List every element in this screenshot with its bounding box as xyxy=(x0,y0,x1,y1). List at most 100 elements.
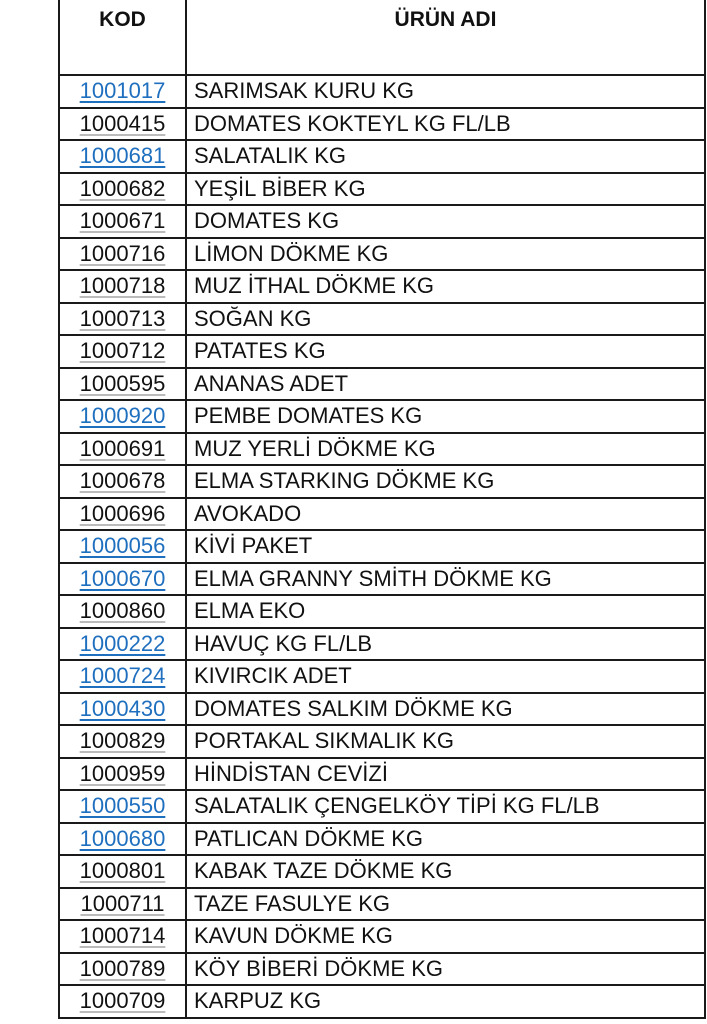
product-code-link[interactable]: 1000920 xyxy=(79,403,166,429)
product-code-link[interactable]: 1000681 xyxy=(79,143,166,169)
code-cell: 1001017 xyxy=(58,74,187,109)
product-code: 1000696 xyxy=(79,500,166,526)
code-cell: 1000680 xyxy=(58,821,187,856)
product-name: SOĞAN KG xyxy=(185,301,706,336)
product-name: PATATES KG xyxy=(185,334,706,369)
product-code-link[interactable]: 1000724 xyxy=(79,663,166,689)
product-name: SARIMSAK KURU KG xyxy=(185,74,706,109)
code-cell: 1000712 xyxy=(58,334,187,369)
table-row: 1000718 MUZ İTHAL DÖKME KG xyxy=(58,269,706,304)
table-row: 1000595 ANANAS ADET xyxy=(58,366,706,401)
product-code: 1000671 xyxy=(79,208,166,234)
code-cell: 1000430 xyxy=(58,691,187,726)
product-name: DOMATES KG xyxy=(185,204,706,239)
table-row: 1000920 PEMBE DOMATES KG xyxy=(58,399,706,434)
product-code: 1000716 xyxy=(79,240,166,266)
table-row: 1000681 SALATALIK KG xyxy=(58,139,706,174)
product-code: 1000709 xyxy=(79,988,166,1014)
table-row: 1000680 PATLICAN DÖKME KG xyxy=(58,821,706,856)
table-row: 1000789 KÖY BİBERİ DÖKME KG xyxy=(58,951,706,986)
product-code: 1000829 xyxy=(79,728,166,754)
product-code: 1000682 xyxy=(79,175,166,201)
code-cell: 1000716 xyxy=(58,236,187,271)
header-code: KOD xyxy=(58,0,187,76)
product-name: SALATALIK ÇENGELKÖY TİPİ KG FL/LB xyxy=(185,789,706,824)
table-row: 1000671 DOMATES KG xyxy=(58,204,706,239)
code-cell: 1000713 xyxy=(58,301,187,336)
product-name: LİMON DÖKME KG xyxy=(185,236,706,271)
code-cell: 1000829 xyxy=(58,724,187,759)
product-code: 1000713 xyxy=(79,305,166,331)
product-code: 1000595 xyxy=(79,370,166,396)
product-code-link[interactable]: 1000430 xyxy=(79,695,166,721)
product-code: 1000691 xyxy=(79,435,166,461)
product-name: PEMBE DOMATES KG xyxy=(185,399,706,434)
product-code: 1000711 xyxy=(80,890,165,916)
table-row: 1000716 LİMON DÖKME KG xyxy=(58,236,706,271)
code-cell: 1000222 xyxy=(58,626,187,661)
product-code: 1000801 xyxy=(79,858,166,884)
table-row: 1000713 SOĞAN KG xyxy=(58,301,706,336)
table-row: 1000709 KARPUZ KG xyxy=(58,984,706,1019)
table-row: 1000670 ELMA GRANNY SMİTH DÖKME KG xyxy=(58,561,706,596)
product-code-link[interactable]: 1000550 xyxy=(79,793,166,819)
code-cell: 1000056 xyxy=(58,529,187,564)
product-code-link[interactable]: 1000222 xyxy=(79,630,166,656)
product-code: 1000860 xyxy=(79,598,166,624)
code-cell: 1000682 xyxy=(58,171,187,206)
code-cell: 1000670 xyxy=(58,561,187,596)
code-cell: 1000681 xyxy=(58,139,187,174)
table-row: 1000415 DOMATES KOKTEYL KG FL/LB xyxy=(58,106,706,141)
code-cell: 1000724 xyxy=(58,659,187,694)
code-cell: 1000691 xyxy=(58,431,187,466)
table-row: 1000860 ELMA EKO xyxy=(58,594,706,629)
product-name: DOMATES SALKIM DÖKME KG xyxy=(185,691,706,726)
code-cell: 1000959 xyxy=(58,756,187,791)
product-code-link[interactable]: 1000680 xyxy=(79,825,166,851)
table-row: 1000801 KABAK TAZE DÖKME KG xyxy=(58,854,706,889)
code-cell: 1000718 xyxy=(58,269,187,304)
code-cell: 1000789 xyxy=(58,951,187,986)
product-name: ANANAS ADET xyxy=(185,366,706,401)
table-row: 1000696 AVOKADO xyxy=(58,496,706,531)
header-name: ÜRÜN ADI xyxy=(185,0,706,76)
code-cell: 1000696 xyxy=(58,496,187,531)
table-row: 1000829 PORTAKAL SIKMALIK KG xyxy=(58,724,706,759)
code-cell: 1000714 xyxy=(58,919,187,954)
product-name: MUZ YERLİ DÖKME KG xyxy=(185,431,706,466)
product-name: DOMATES KOKTEYL KG FL/LB xyxy=(185,106,706,141)
product-name: KABAK TAZE DÖKME KG xyxy=(185,854,706,889)
table-row: 1000714 KAVUN DÖKME KG xyxy=(58,919,706,954)
code-cell: 1000678 xyxy=(58,464,187,499)
product-code: 1000712 xyxy=(79,338,166,364)
product-code: 1000714 xyxy=(79,923,166,949)
product-code: 1000415 xyxy=(79,110,166,136)
table-row: 1000724 KIVIRCIK ADET xyxy=(58,659,706,694)
product-name: PATLICAN DÖKME KG xyxy=(185,821,706,856)
product-name: KIVIRCIK ADET xyxy=(185,659,706,694)
table-row: 1000712 PATATES KG xyxy=(58,334,706,369)
table-row: 1000430 DOMATES SALKIM DÖKME KG xyxy=(58,691,706,726)
product-name: KARPUZ KG xyxy=(185,984,706,1019)
code-cell: 1000920 xyxy=(58,399,187,434)
product-name: HİNDİSTAN CEVİZİ xyxy=(185,756,706,791)
product-code-link[interactable]: 1001017 xyxy=(79,78,166,104)
table-row: 1000711 TAZE FASULYE KG xyxy=(58,886,706,921)
code-cell: 1000711 xyxy=(58,886,187,921)
product-name: KAVUN DÖKME KG xyxy=(185,919,706,954)
product-code: 1000678 xyxy=(79,468,166,494)
table-row: 1000691 MUZ YERLİ DÖKME KG xyxy=(58,431,706,466)
table-row: 1000056 KİVİ PAKET xyxy=(58,529,706,564)
table-row: 1000550 SALATALIK ÇENGELKÖY TİPİ KG FL/LB xyxy=(58,789,706,824)
product-code: 1000789 xyxy=(79,955,166,981)
product-code: 1000959 xyxy=(79,760,166,786)
table-row: 1000682 YEŞİL BİBER KG xyxy=(58,171,706,206)
product-code-link[interactable]: 1000670 xyxy=(79,565,166,591)
table-row: 1000222 HAVUÇ KG FL/LB xyxy=(58,626,706,661)
product-name: KÖY BİBERİ DÖKME KG xyxy=(185,951,706,986)
product-code: 1000718 xyxy=(79,273,166,299)
product-name: TAZE FASULYE KG xyxy=(185,886,706,921)
product-code-link[interactable]: 1000056 xyxy=(79,533,166,559)
product-name: YEŞİL BİBER KG xyxy=(185,171,706,206)
table-row: 1000678 ELMA STARKING DÖKME KG xyxy=(58,464,706,499)
